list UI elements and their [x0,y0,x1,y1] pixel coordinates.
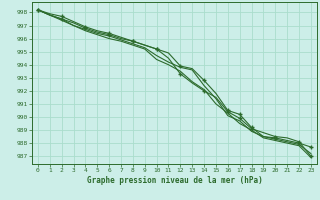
X-axis label: Graphe pression niveau de la mer (hPa): Graphe pression niveau de la mer (hPa) [86,176,262,185]
